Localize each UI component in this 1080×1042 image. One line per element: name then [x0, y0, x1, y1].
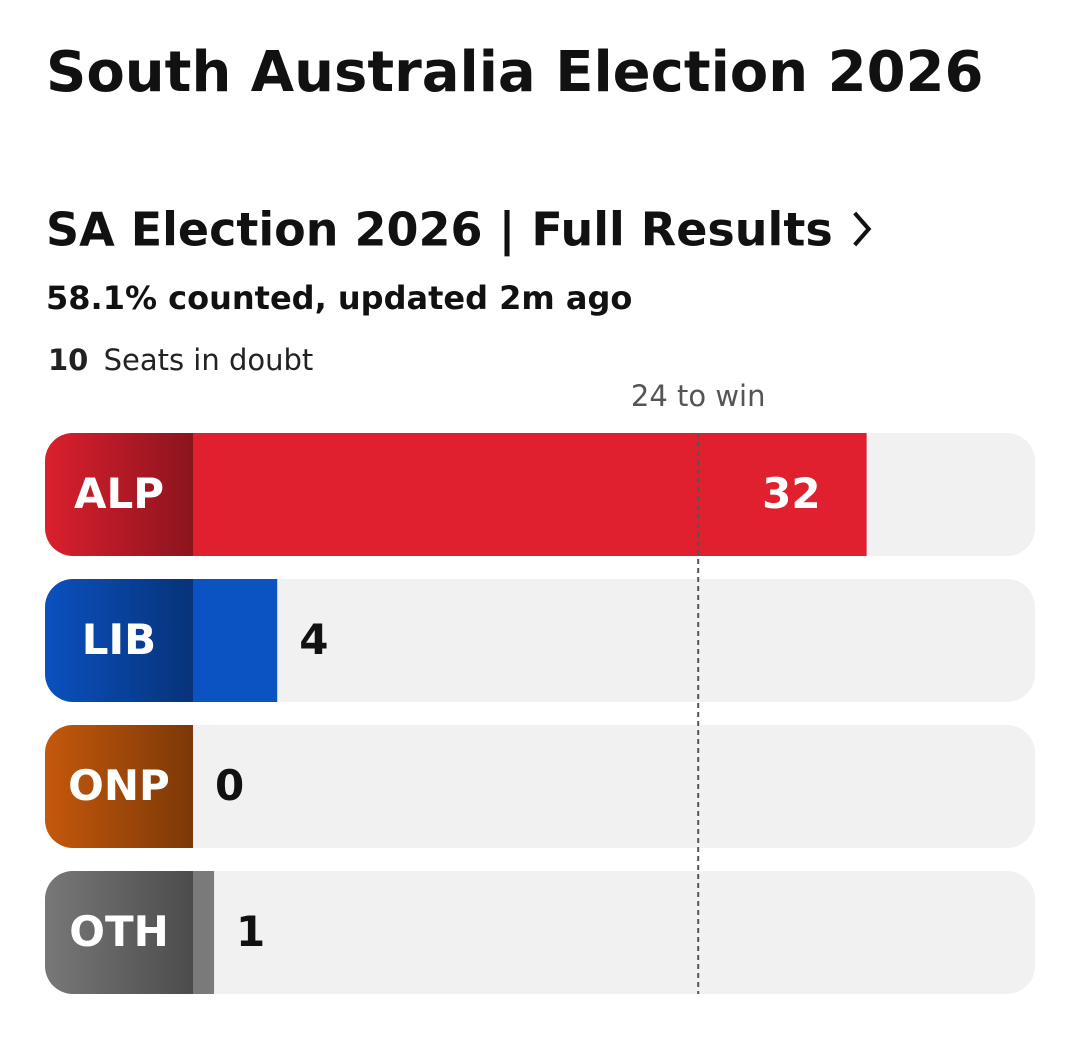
seats-in-doubt: 10 Seats in doubt	[48, 343, 313, 377]
party-label: OTH	[69, 907, 169, 956]
chart-title: South Australia Election 2026	[46, 40, 983, 105]
bar-row	[45, 871, 1035, 994]
value-label: 4	[299, 615, 328, 664]
party-label: ALP	[74, 469, 164, 518]
party-label: LIB	[82, 615, 156, 664]
value-label: 0	[215, 761, 244, 810]
party-box-shade	[45, 871, 193, 994]
chevron-icon[interactable]	[853, 211, 872, 247]
bar	[193, 433, 867, 556]
bar-track	[45, 725, 1035, 848]
value-label: 1	[236, 907, 265, 956]
bar	[193, 871, 215, 994]
status: 58.1% counted, updated 2m ago	[46, 279, 632, 317]
seats-in-doubt-label: Seats in doubt	[104, 343, 314, 377]
bar-row	[45, 725, 1035, 848]
party-box-shade	[45, 579, 193, 702]
party-box-shade	[45, 725, 193, 848]
value-label: 32	[762, 469, 820, 518]
party-label: ONP	[68, 761, 170, 810]
subtitle-link[interactable]: SA Election 2026 | Full Results	[46, 203, 833, 258]
threshold-label: 24 to win	[631, 379, 766, 413]
bar-row	[45, 433, 1035, 556]
seats-in-doubt-count: 10	[48, 343, 88, 377]
party-box-shade	[45, 433, 193, 556]
bar	[193, 579, 278, 702]
bar-row	[45, 579, 1035, 702]
